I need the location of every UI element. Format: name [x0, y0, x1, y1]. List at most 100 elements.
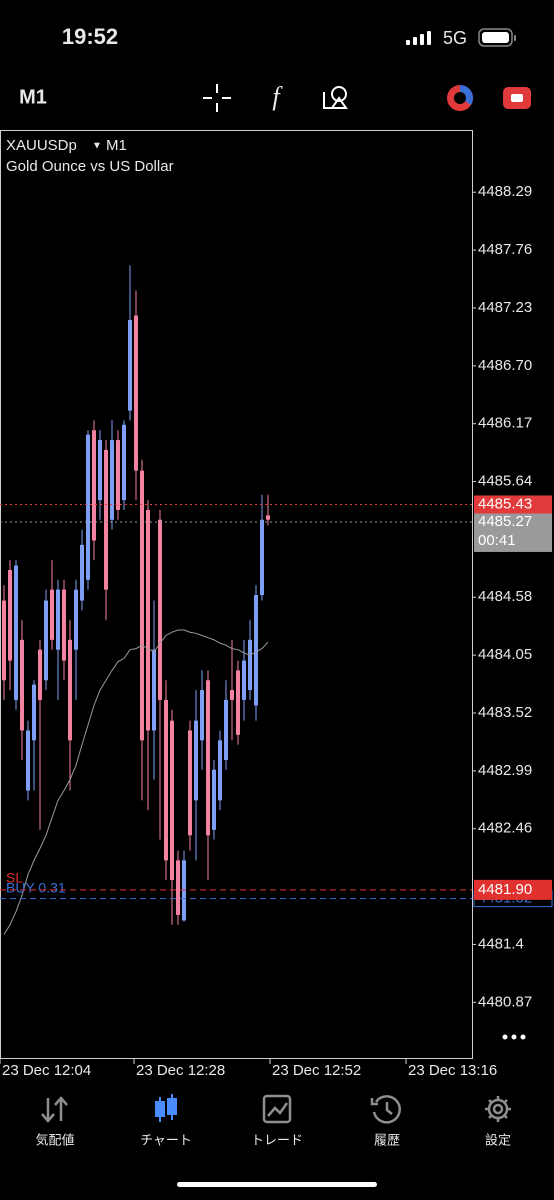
candle-body: [38, 649, 42, 700]
candle-body: [212, 769, 216, 830]
y-tick-label: 4482.46: [478, 820, 532, 837]
x-tick-label: 23 Dec 12:04: [2, 1062, 91, 1079]
nav-trade-icon[interactable]: [262, 1094, 292, 1124]
candle-body: [74, 589, 78, 650]
timeframe-button[interactable]: M1: [19, 86, 47, 108]
nav-label[interactable]: 履歴: [374, 1132, 400, 1147]
more-button[interactable]: [502, 1034, 526, 1040]
candle-body: [110, 440, 114, 520]
battery-icon: [478, 28, 516, 47]
bid-price-box: [474, 495, 552, 514]
candle-body: [152, 649, 156, 731]
objects-button[interactable]: [323, 86, 348, 109]
candle-body: [20, 639, 24, 731]
candle-body: [44, 600, 48, 681]
candle-body: [8, 569, 12, 661]
chart-timeframe: M1: [106, 137, 127, 154]
y-tick-label: 4482.99: [478, 762, 532, 779]
candle-body: [122, 424, 126, 501]
candle-body: [128, 319, 132, 411]
candle-body: [14, 565, 18, 700]
candle-body: [164, 699, 168, 861]
position-text: BUY 0.31: [6, 879, 66, 895]
y-tick-label: 4484.05: [478, 646, 532, 663]
y-tick-label: 4481.4: [478, 935, 524, 952]
y-tick-label: 4483.52: [478, 704, 532, 721]
nav-label[interactable]: トレード: [251, 1132, 303, 1147]
x-tick-label: 23 Dec 12:52: [272, 1062, 361, 1079]
stop-loss-price: 4481.90: [478, 881, 532, 898]
x-tick-label: 23 Dec 12:28: [136, 1062, 225, 1079]
candle-body: [158, 519, 162, 700]
indicators-button[interactable]: f: [272, 82, 283, 111]
candle-body: [254, 595, 258, 706]
candle-body: [56, 589, 60, 650]
nav-label[interactable]: 気配値: [35, 1132, 74, 1147]
signal-icon: [406, 31, 431, 45]
candle-body: [248, 639, 252, 691]
candle-body: [260, 519, 264, 596]
plot: 4488.29 4487.76 4487.23 4486.70 4486.17 4485.…: [0, 183, 553, 1079]
y-tick-label: 4487.23: [478, 299, 532, 316]
nav-label[interactable]: 設定: [485, 1132, 511, 1147]
candle-body: [104, 449, 108, 590]
bid-price: 4485.43: [478, 495, 532, 512]
y-tick-label: 4486.70: [478, 357, 532, 374]
candle-body: [116, 440, 120, 510]
symbol-description: Gold Ounce vs US Dollar: [6, 158, 174, 175]
y-tick-label: 4485.64: [478, 473, 532, 490]
status-time: 19:52: [62, 24, 118, 49]
stop-loss-price-box: [474, 879, 552, 900]
candle-body: [32, 684, 36, 741]
candle-body: [92, 430, 96, 541]
x-tick-label: 23 Dec 13:16: [408, 1062, 497, 1079]
candle-body: [266, 515, 270, 520]
y-tick-label: 4487.76: [478, 241, 532, 258]
candle-body: [26, 730, 30, 791]
y-tick-label: 4488.29: [478, 183, 532, 200]
y-tick-label: 4480.87: [478, 993, 532, 1010]
chart-frame: [0, 130, 473, 1059]
ask-price: 4485.27: [478, 513, 532, 530]
trade-button[interactable]: [503, 87, 531, 109]
candle-body: [50, 589, 54, 640]
candle-body: [86, 434, 90, 580]
nav-settings-icon[interactable]: [485, 1096, 511, 1122]
network: 5G: [443, 28, 467, 48]
candle-body: [146, 509, 150, 731]
candle-body: [62, 589, 66, 661]
candle-body: [224, 699, 228, 760]
candle-body: [236, 670, 240, 735]
y-tick-label: 4484.58: [478, 588, 532, 605]
candle-body: [170, 720, 174, 881]
candle-body: [242, 660, 246, 700]
candle-body: [2, 600, 6, 681]
candle-body: [188, 730, 192, 836]
candle-body: [80, 544, 84, 601]
candle-body: [218, 740, 222, 801]
candle-body: [206, 680, 210, 836]
symbol[interactable]: XAUUSDp: [6, 137, 77, 154]
account-button[interactable]: [447, 84, 474, 111]
nav-label[interactable]: チャート: [140, 1132, 192, 1147]
candle-body: [68, 639, 72, 741]
home-indicator: [177, 1182, 377, 1187]
nav-history-icon[interactable]: [370, 1095, 401, 1124]
nav-chart-icon[interactable]: [155, 1094, 177, 1122]
stop-loss-text: SL: [6, 870, 23, 886]
candle-body: [200, 690, 204, 741]
moving-average: [3, 629, 269, 935]
candle-body: [182, 860, 186, 921]
nav-quotes-icon[interactable]: [41, 1096, 68, 1123]
crosshair-button[interactable]: [203, 84, 231, 112]
symbol-dropdown-arrow[interactable]: ▼: [92, 141, 102, 152]
candle-body: [176, 860, 180, 915]
candle-body: [134, 315, 138, 471]
candle-body: [194, 720, 198, 801]
ask-price-box: [474, 511, 552, 552]
bar-timer: 00:41: [478, 532, 516, 549]
candle-body: [230, 690, 234, 700]
